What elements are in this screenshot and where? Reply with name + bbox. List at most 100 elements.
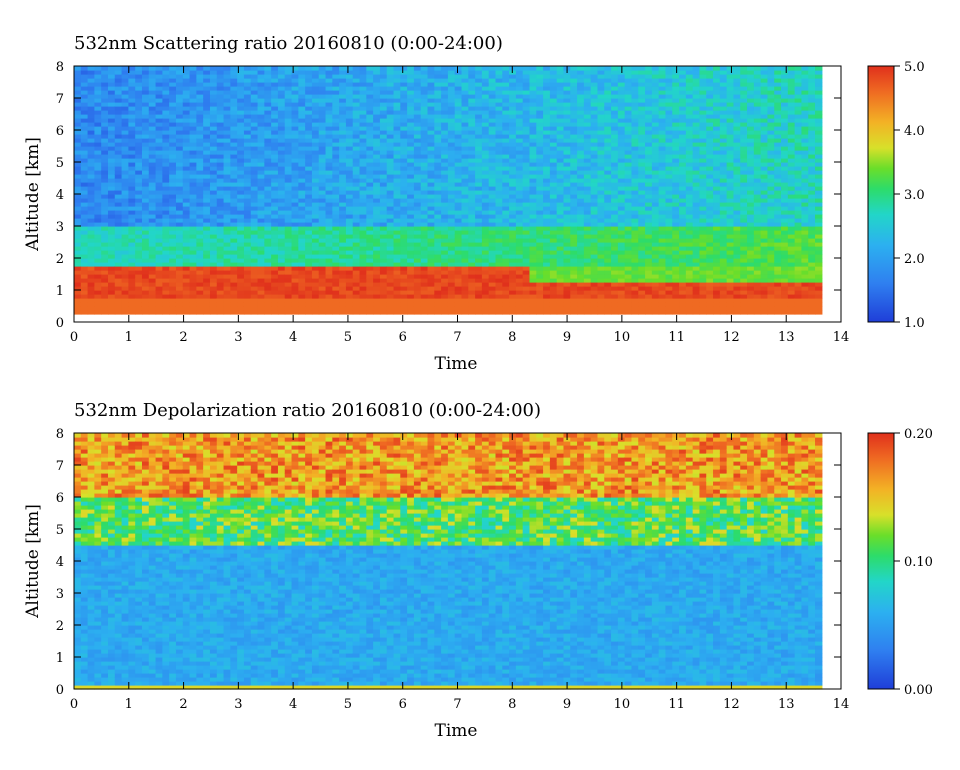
- heatmap-cell: [107, 210, 116, 215]
- heatmap-cell: [298, 254, 306, 259]
- heatmap-cell: [298, 238, 306, 243]
- heatmap-cell: [373, 230, 381, 235]
- heatmap-cell: [481, 158, 490, 163]
- heatmap-cell: [271, 190, 279, 195]
- heatmap-cell: [223, 254, 231, 259]
- heatmap-cell: [461, 298, 469, 303]
- heatmap-cell: [291, 106, 299, 111]
- heatmap-cell: [237, 178, 245, 183]
- heatmap-cell: [563, 310, 571, 315]
- heatmap-cell: [305, 142, 313, 147]
- heatmap-cell: [94, 134, 102, 139]
- heatmap-cell: [515, 274, 524, 279]
- heatmap-cell: [345, 230, 354, 235]
- heatmap-cell: [604, 214, 612, 219]
- heatmap-cell: [611, 310, 619, 315]
- heatmap-cell: [87, 98, 95, 103]
- heatmap-cell: [162, 202, 170, 207]
- heatmap-cell: [155, 258, 163, 263]
- heatmap-cell: [556, 238, 565, 243]
- heatmap-cell: [94, 166, 102, 171]
- heatmap-cell: [447, 246, 456, 251]
- heatmap-cell: [488, 210, 497, 215]
- heatmap-cell: [502, 110, 510, 115]
- heatmap-cell: [223, 202, 231, 207]
- heatmap-cell: [203, 278, 211, 283]
- heatmap-cell: [393, 178, 401, 183]
- heatmap-cell: [495, 170, 503, 175]
- heatmap-cell: [107, 214, 116, 219]
- heatmap-cell: [359, 142, 367, 147]
- heatmap-cell: [271, 246, 279, 251]
- heatmap-cell: [264, 194, 272, 199]
- heatmap-cell: [162, 118, 170, 123]
- heatmap-cell: [101, 110, 109, 115]
- heatmap-cell: [277, 214, 286, 219]
- heatmap-cell: [305, 70, 313, 75]
- heatmap-cell: [94, 102, 102, 107]
- heatmap-cell: [563, 250, 571, 255]
- heatmap-cell: [577, 126, 585, 131]
- heatmap-cell: [604, 174, 612, 179]
- heatmap-cell: [373, 82, 381, 87]
- heatmap-cell: [373, 282, 381, 287]
- heatmap-cell: [420, 262, 429, 267]
- heatmap-cell: [441, 178, 449, 183]
- heatmap-cell: [216, 202, 225, 207]
- heatmap-cell: [386, 242, 395, 247]
- heatmap-cell: [583, 286, 592, 291]
- heatmap-cell: [94, 246, 102, 251]
- heatmap-cell: [284, 242, 293, 247]
- heatmap-cell: [577, 178, 585, 183]
- heatmap-cell: [223, 90, 231, 95]
- heatmap-cell: [128, 274, 136, 279]
- heatmap-cell: [243, 210, 252, 215]
- heatmap-cell: [318, 266, 327, 271]
- heatmap-cell: [141, 134, 150, 139]
- heatmap-cell: [135, 122, 143, 127]
- heatmap-cell: [298, 78, 306, 83]
- heatmap-cell: [250, 278, 259, 283]
- heatmap-cell: [182, 310, 191, 315]
- heatmap-cell: [400, 202, 408, 207]
- heatmap-cell: [563, 254, 571, 259]
- heatmap-cell: [264, 162, 272, 167]
- heatmap-cell: [454, 194, 463, 199]
- heatmap-cell: [441, 270, 449, 275]
- heatmap-cell: [543, 266, 551, 271]
- heatmap-cell: [502, 270, 510, 275]
- heatmap-cell: [522, 82, 531, 87]
- heatmap-cell: [318, 126, 327, 131]
- heatmap-cell: [373, 270, 381, 275]
- heatmap-cell: [277, 282, 286, 287]
- heatmap-cell: [128, 190, 136, 195]
- heatmap-cell: [216, 258, 225, 263]
- heatmap-cell: [447, 274, 456, 279]
- heatmap-cell: [379, 302, 388, 307]
- heatmap-cell: [413, 150, 422, 155]
- heatmap-cell: [175, 174, 184, 179]
- heatmap-cell: [298, 150, 306, 155]
- heatmap-cell: [379, 70, 388, 75]
- heatmap-cell: [107, 206, 116, 211]
- heatmap-cell: [162, 98, 170, 103]
- heatmap-cell: [155, 286, 163, 291]
- heatmap-cell: [311, 178, 320, 183]
- heatmap-cell: [420, 198, 429, 203]
- heatmap-cell: [155, 302, 163, 307]
- heatmap-cell: [379, 282, 388, 287]
- heatmap-cell: [216, 214, 225, 219]
- heatmap-cell: [352, 158, 361, 163]
- heatmap-cell: [509, 266, 517, 271]
- heatmap-cell: [175, 134, 184, 139]
- heatmap-cell: [379, 266, 388, 271]
- heatmap-cell: [502, 82, 510, 87]
- heatmap-cell: [447, 210, 456, 215]
- heatmap-cell: [577, 170, 585, 175]
- heatmap-cell: [107, 82, 116, 87]
- heatmap-cell: [311, 174, 320, 179]
- heatmap-cell: [264, 266, 272, 271]
- heatmap-cell: [182, 274, 191, 279]
- heatmap-cell: [543, 134, 551, 139]
- heatmap-cell: [597, 82, 605, 87]
